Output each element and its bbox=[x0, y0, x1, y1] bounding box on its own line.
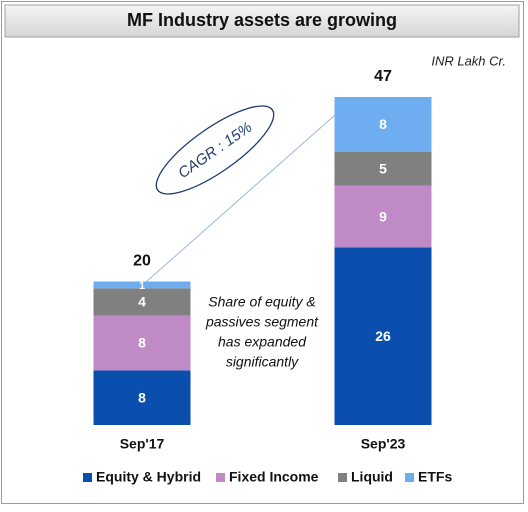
x-tick-label: Sep'17 bbox=[120, 436, 165, 452]
x-tick-label: Sep'23 bbox=[361, 436, 406, 452]
cagr-ellipse bbox=[155, 105, 275, 195]
bar-segment bbox=[334, 185, 432, 248]
value-label: 1 bbox=[139, 280, 145, 292]
frame bbox=[1, 1, 524, 504]
note-line: significantly bbox=[226, 354, 299, 370]
value-label: 5 bbox=[379, 160, 387, 176]
bar-segment bbox=[93, 315, 191, 371]
bar-segment bbox=[93, 370, 191, 425]
total-label: 47 bbox=[374, 68, 392, 85]
legend-label: Fixed Income bbox=[229, 469, 319, 485]
value-label: 8 bbox=[138, 389, 146, 405]
bar-segment bbox=[334, 97, 432, 152]
legend-label: ETFs bbox=[418, 469, 452, 485]
legend-swatch bbox=[83, 473, 92, 482]
bar-segment bbox=[93, 281, 191, 289]
value-label: 4 bbox=[138, 294, 146, 310]
legend-swatch bbox=[338, 473, 347, 482]
unit-note: INR Lakh Cr. bbox=[431, 53, 506, 68]
note-line: Share of equity & bbox=[208, 294, 315, 310]
note: Share of equity & passives segment has exp… bbox=[205, 294, 319, 370]
value-label: 9 bbox=[379, 208, 387, 224]
value-label: 8 bbox=[379, 116, 387, 132]
value-label: 8 bbox=[138, 335, 146, 351]
cagr-line bbox=[145, 114, 336, 283]
plot: 8 8 4 1 20 Sep'17 26 9 5 8 47 Sep'23 bbox=[93, 68, 432, 452]
total-label: 20 bbox=[133, 253, 151, 270]
legend: Equity & Hybrid Fixed Income Liquid ETFs bbox=[83, 469, 452, 485]
bar-segment bbox=[334, 247, 432, 425]
legend-swatch bbox=[405, 473, 414, 482]
bar-segment bbox=[334, 151, 432, 186]
value-label: 26 bbox=[375, 328, 391, 344]
note-line: has expanded bbox=[218, 334, 307, 350]
header-box bbox=[4, 4, 520, 38]
legend-swatch bbox=[216, 473, 225, 482]
chart-title: MF Industry assets are growing bbox=[127, 10, 397, 30]
legend-label: Equity & Hybrid bbox=[96, 469, 201, 485]
note-line: passives segment bbox=[205, 314, 319, 330]
bar-segment bbox=[93, 288, 191, 316]
legend-label: Liquid bbox=[351, 469, 393, 485]
